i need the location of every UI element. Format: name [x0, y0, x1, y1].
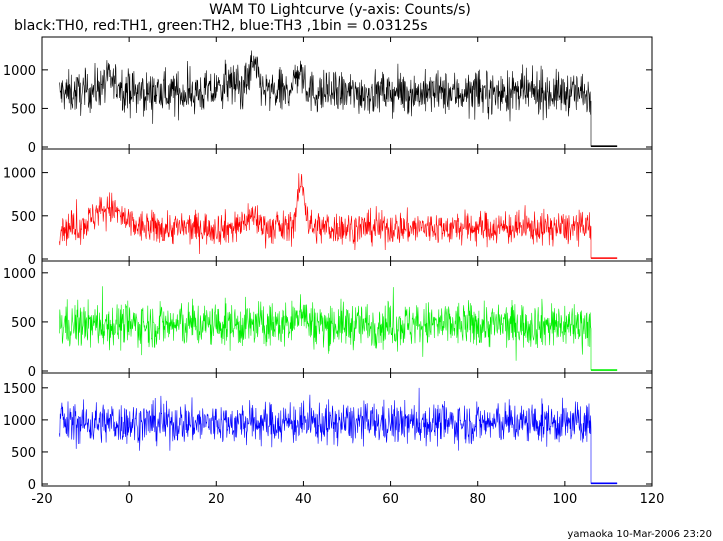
series-th0-line: [59, 50, 618, 147]
panel-frame: [41, 148, 653, 262]
x-tick-label: 20: [208, 492, 225, 507]
y-tick-label: 0: [28, 365, 36, 380]
x-tick-label: 120: [640, 492, 665, 507]
x-tick-label: 80: [469, 492, 486, 507]
panel-th0: 0 500 1000: [3, 36, 653, 156]
footer-credit: yamaoka 10-Mar-2006 23:20: [567, 529, 712, 540]
y-tick-label: 500: [11, 102, 36, 117]
x-tick-label: -20: [31, 492, 52, 507]
y-tick-label: 0: [28, 253, 36, 268]
y-tick-label: 1000: [3, 267, 36, 282]
y-tick-label: 500: [11, 210, 36, 225]
x-axis: -20 0 20 40 60 80 100 120: [31, 492, 664, 507]
y-tick-label: 500: [11, 316, 36, 331]
panel-th2: 0 500 1000: [3, 260, 653, 380]
y-tick-label: 0: [28, 141, 36, 156]
y-tick-label: 1000: [3, 167, 36, 182]
panel-th3: 0 500 1000 1500: [3, 372, 653, 493]
y-tick-label: 1000: [3, 64, 36, 79]
chart-title: WAM T0 Lightcurve (y-axis: Counts/s): [209, 2, 471, 18]
chart-subtitle: black:TH0, red:TH1, green:TH2, blue:TH3 …: [14, 18, 428, 34]
x-tick-label: 40: [295, 492, 312, 507]
panel-frame: [41, 372, 653, 487]
x-tick-label: 60: [382, 492, 399, 507]
series-th1-line: [59, 173, 618, 259]
y-tick-label: 0: [28, 478, 36, 493]
y-tick-label: 1000: [3, 414, 36, 429]
series-th3-line: [59, 387, 618, 484]
x-tick-label: 100: [552, 492, 577, 507]
y-tick-label: 500: [11, 446, 36, 461]
panel-th1: 0 500 1000: [3, 148, 653, 268]
y-tick-label: 1500: [3, 382, 36, 397]
x-tick-label: 0: [125, 492, 133, 507]
series-th2-line: [59, 286, 618, 371]
